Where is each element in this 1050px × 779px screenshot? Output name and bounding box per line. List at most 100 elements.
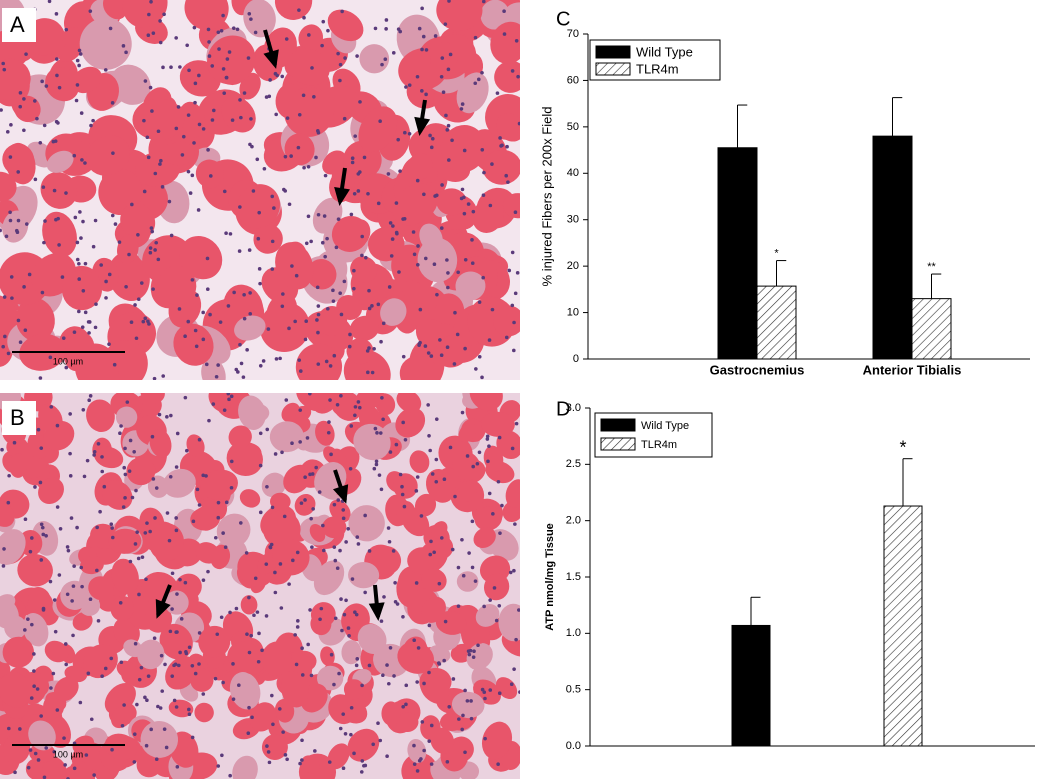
nucleus bbox=[93, 325, 98, 330]
nucleus bbox=[323, 173, 328, 178]
nucleus bbox=[197, 73, 201, 78]
nucleus bbox=[338, 726, 343, 731]
nucleus bbox=[321, 19, 326, 24]
nucleus bbox=[388, 221, 393, 225]
muscle-fiber bbox=[272, 539, 310, 576]
nucleus bbox=[159, 653, 164, 658]
muscle-fiber bbox=[104, 733, 138, 760]
nucleus bbox=[176, 105, 181, 109]
nucleus bbox=[239, 521, 243, 525]
nucleus bbox=[249, 117, 253, 121]
nucleus bbox=[407, 83, 412, 87]
nucleus bbox=[447, 705, 452, 709]
nucleus bbox=[139, 665, 144, 670]
nucleus bbox=[190, 278, 195, 282]
scale-label: 100 µm bbox=[53, 356, 83, 366]
nucleus bbox=[467, 551, 471, 555]
nucleus bbox=[197, 503, 202, 507]
nucleus bbox=[258, 431, 263, 436]
nucleus bbox=[176, 663, 181, 668]
nucleus bbox=[415, 263, 420, 267]
nucleus bbox=[300, 673, 305, 677]
nucleus bbox=[297, 358, 302, 362]
nucleus bbox=[253, 30, 258, 35]
nucleus bbox=[401, 615, 405, 619]
nucleus bbox=[474, 367, 478, 371]
nucleus bbox=[7, 473, 11, 478]
nucleus bbox=[355, 657, 360, 661]
muscle-fiber bbox=[396, 712, 419, 733]
nucleus bbox=[226, 304, 231, 308]
nucleus bbox=[471, 209, 476, 214]
muscle-fiber bbox=[43, 420, 75, 451]
nucleus bbox=[250, 144, 254, 149]
nucleus bbox=[241, 375, 246, 379]
nucleus bbox=[429, 354, 434, 358]
nucleus bbox=[470, 565, 475, 570]
nucleus bbox=[35, 116, 39, 121]
nucleus bbox=[473, 35, 478, 40]
nucleus bbox=[428, 552, 433, 557]
nucleus bbox=[446, 271, 450, 275]
nucleus bbox=[62, 736, 66, 740]
nucleus bbox=[428, 448, 432, 453]
muscle-fiber bbox=[494, 60, 520, 93]
nucleus bbox=[227, 50, 232, 54]
nucleus bbox=[488, 598, 492, 602]
muscle-fiber bbox=[496, 430, 520, 460]
nucleus bbox=[47, 0, 52, 4]
nucleus bbox=[79, 111, 84, 115]
nucleus bbox=[32, 669, 36, 673]
nucleus bbox=[228, 610, 232, 615]
nucleus bbox=[347, 633, 351, 638]
nucleus bbox=[348, 467, 353, 471]
nucleus bbox=[367, 663, 372, 668]
nucleus bbox=[69, 516, 74, 520]
nucleus bbox=[9, 275, 14, 279]
nucleus bbox=[370, 304, 374, 308]
nucleus bbox=[226, 393, 231, 396]
nucleus bbox=[421, 34, 426, 39]
muscle-fiber bbox=[430, 727, 455, 754]
nucleus bbox=[32, 684, 36, 689]
muscle-fiber bbox=[28, 720, 56, 751]
nucleus bbox=[68, 474, 73, 478]
muscle-fiber bbox=[0, 594, 16, 611]
nucleus bbox=[383, 57, 388, 61]
nucleus bbox=[57, 85, 62, 90]
nucleus bbox=[388, 450, 393, 454]
nucleus bbox=[70, 599, 74, 603]
letter-bg bbox=[2, 8, 36, 42]
nucleus bbox=[22, 97, 26, 101]
nucleus bbox=[459, 196, 464, 201]
nucleus bbox=[140, 555, 145, 559]
nucleus bbox=[110, 747, 114, 752]
nucleus bbox=[257, 267, 262, 271]
muscle-fiber bbox=[274, 0, 313, 20]
nucleus bbox=[448, 445, 453, 450]
nucleus bbox=[491, 512, 495, 516]
nucleus bbox=[283, 154, 288, 159]
nucleus bbox=[154, 486, 159, 490]
nucleus bbox=[314, 155, 318, 160]
nucleus bbox=[465, 699, 470, 703]
nucleus bbox=[366, 370, 370, 375]
nucleus bbox=[256, 659, 261, 664]
nucleus bbox=[175, 765, 180, 769]
nucleus bbox=[134, 488, 138, 493]
nucleus bbox=[335, 402, 340, 407]
nucleus bbox=[298, 369, 303, 373]
nucleus bbox=[390, 237, 395, 241]
nucleus bbox=[336, 217, 341, 221]
nucleus bbox=[23, 517, 28, 522]
muscle-fiber bbox=[140, 393, 165, 404]
nucleus bbox=[135, 530, 139, 534]
muscle-fiber bbox=[331, 215, 369, 252]
nucleus bbox=[403, 438, 408, 442]
nucleus bbox=[300, 738, 304, 743]
muscle-fiber bbox=[348, 505, 385, 542]
nucleus bbox=[197, 122, 202, 127]
nucleus bbox=[339, 393, 343, 398]
nucleus bbox=[407, 131, 412, 136]
nucleus bbox=[84, 753, 89, 757]
